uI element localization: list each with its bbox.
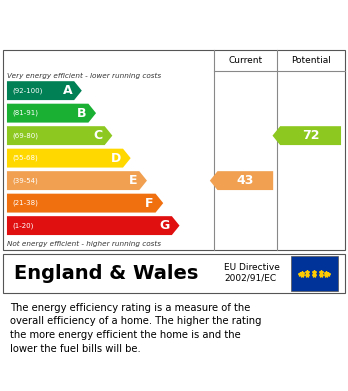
Text: 43: 43 (237, 174, 254, 187)
Text: (92-100): (92-100) (12, 88, 42, 94)
Polygon shape (7, 81, 82, 100)
Text: EU Directive
2002/91/EC: EU Directive 2002/91/EC (224, 263, 280, 283)
Text: E: E (129, 174, 137, 187)
Text: The energy efficiency rating is a measure of the
overall efficiency of a home. T: The energy efficiency rating is a measur… (10, 303, 262, 354)
Polygon shape (7, 216, 180, 235)
Polygon shape (7, 149, 130, 168)
Text: Current: Current (228, 56, 262, 65)
Text: 72: 72 (302, 129, 319, 142)
Text: Energy Efficiency Rating: Energy Efficiency Rating (10, 17, 220, 32)
Text: G: G (160, 219, 170, 232)
Polygon shape (7, 194, 163, 213)
Text: Very energy efficient - lower running costs: Very energy efficient - lower running co… (7, 73, 161, 79)
Text: Potential: Potential (291, 56, 331, 65)
Text: C: C (94, 129, 103, 142)
Polygon shape (7, 171, 147, 190)
Bar (291, 256, 338, 291)
Polygon shape (7, 104, 96, 123)
Text: B: B (77, 107, 87, 120)
Text: F: F (145, 197, 154, 210)
Text: (39-54): (39-54) (12, 178, 38, 184)
Polygon shape (272, 126, 341, 145)
Text: Not energy efficient - higher running costs: Not energy efficient - higher running co… (7, 240, 161, 247)
Text: (1-20): (1-20) (12, 222, 33, 229)
Text: D: D (111, 152, 121, 165)
Text: A: A (63, 84, 72, 97)
Text: (81-91): (81-91) (12, 110, 38, 117)
Text: England & Wales: England & Wales (14, 264, 198, 283)
Polygon shape (7, 126, 112, 145)
Text: (21-38): (21-38) (12, 200, 38, 206)
Polygon shape (210, 171, 273, 190)
Text: (55-68): (55-68) (12, 155, 38, 161)
Text: (69-80): (69-80) (12, 133, 38, 139)
